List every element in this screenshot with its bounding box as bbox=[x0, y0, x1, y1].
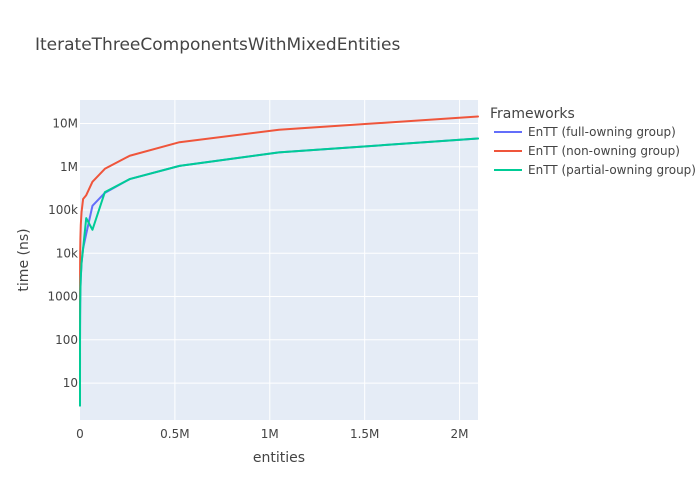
legend-title: Frameworks bbox=[490, 106, 575, 122]
chart-title: IterateThreeComponentsWithMixedEntities bbox=[35, 35, 400, 55]
y-tick-label: 100k bbox=[48, 203, 78, 217]
x-tick-label: 0 bbox=[76, 427, 84, 441]
x-tick-label: 2M bbox=[451, 427, 469, 441]
plot-area bbox=[80, 100, 478, 420]
y-tick-label: 10k bbox=[56, 246, 78, 260]
legend-label: EnTT (non-owning group) bbox=[528, 144, 680, 158]
y-axis-ticks: 10 100 1000 10k 100k 1M 10M bbox=[47, 117, 78, 391]
y-tick-label: 100 bbox=[55, 333, 78, 347]
x-axis-title: entities bbox=[253, 450, 305, 466]
series-group bbox=[79, 115, 479, 407]
x-tick-label: 1.5M bbox=[350, 427, 379, 441]
x-tick-label: 0.5M bbox=[160, 427, 189, 441]
y-axis-title: time (ns) bbox=[16, 228, 32, 291]
y-tick-label: 1M bbox=[60, 160, 78, 174]
legend: Frameworks EnTT (full-owning group) EnTT … bbox=[490, 106, 696, 177]
legend-label: EnTT (full-owning group) bbox=[528, 125, 676, 139]
y-tick-label: 10M bbox=[52, 117, 78, 131]
y-tick-label: 10 bbox=[63, 376, 78, 390]
y-grid bbox=[80, 123, 478, 384]
legend-label: EnTT (partial-owning group) bbox=[528, 163, 696, 177]
y-tick-label: 1000 bbox=[47, 290, 78, 304]
x-axis-ticks: 0 0.5M 1M 1.5M 2M bbox=[76, 427, 468, 441]
x-tick-label: 1M bbox=[261, 427, 279, 441]
series-line bbox=[79, 137, 479, 407]
